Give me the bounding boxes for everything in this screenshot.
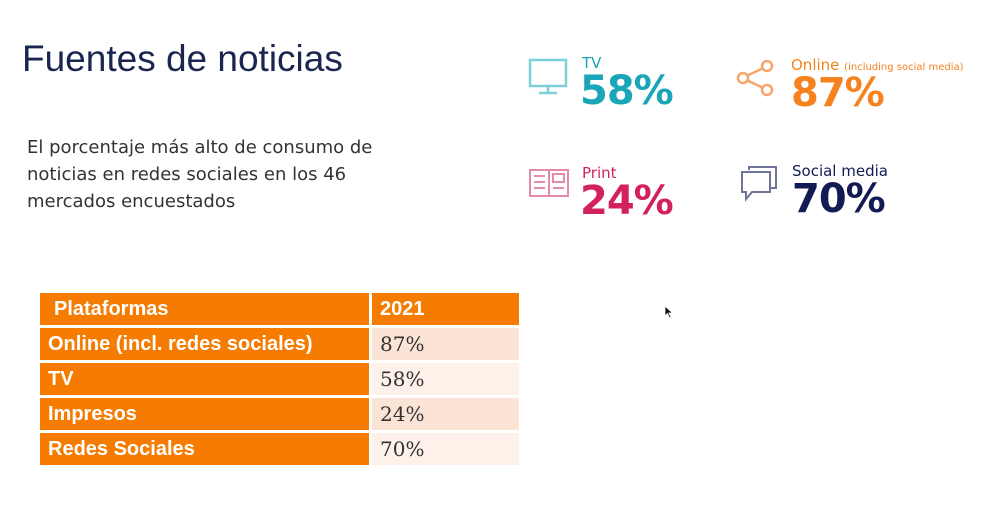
platforms-table: Plataformas 2021 Online (incl. redes soc… (40, 290, 519, 468)
tv-icon (528, 58, 568, 95)
stat-label: Print (582, 164, 617, 182)
share-icon (736, 60, 774, 97)
subtitle: El porcentaje más alto de consumo de not… (27, 137, 373, 212)
mouse-cursor-icon (664, 305, 674, 319)
chat-bubbles-icon (741, 166, 777, 202)
table-row: TV 58% (40, 363, 519, 395)
page-title: Fuentes de noticias (22, 38, 343, 79)
stat-value: 58% (580, 68, 674, 114)
header-year: 2021 (369, 293, 519, 325)
table-row: Impresos 24% (40, 398, 519, 430)
stat-label: TV (582, 54, 602, 72)
stat-value: 70% (792, 176, 886, 222)
table-row: Online (incl. redes sociales) 87% (40, 328, 519, 360)
platform-value: 87% (369, 328, 519, 360)
newspaper-icon (529, 169, 569, 197)
platform-value: 70% (369, 433, 519, 465)
platform-value: 24% (369, 398, 519, 430)
platform-name: Redes Sociales (40, 433, 369, 465)
stat-value: 87% (791, 70, 885, 116)
table-header-row: Plataformas 2021 (40, 293, 519, 325)
table-row: Redes Sociales 70% (40, 433, 519, 465)
stat-label: Social media (792, 162, 888, 180)
stat-value: 24% (580, 178, 674, 224)
stat-label: Online (791, 56, 840, 74)
stat-note: (including social media) (844, 62, 964, 73)
platform-name: TV (40, 363, 369, 395)
header-platforms: Plataformas (40, 293, 369, 325)
platform-name: Impresos (40, 398, 369, 430)
platform-name: Online (incl. redes sociales) (40, 328, 369, 360)
platform-value: 58% (369, 363, 519, 395)
